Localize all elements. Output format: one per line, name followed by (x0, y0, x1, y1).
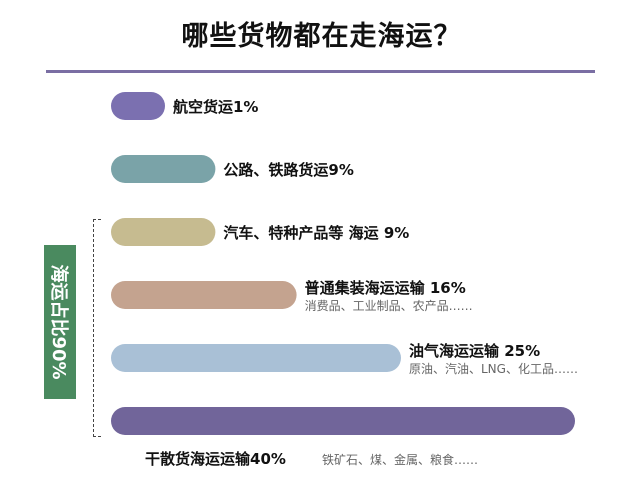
bar-label-3: 普通集装海运运输 16% (305, 279, 466, 297)
bar-label-1: 公路、铁路货运9% (223, 161, 353, 179)
bar-4 (111, 344, 401, 372)
bar-1 (111, 155, 216, 183)
bar-sublabel-5: 铁矿石、煤、金属、粮食…… (322, 452, 478, 467)
bar-label-5: 干散货海运运输40% (145, 450, 286, 468)
bar-sublabel-4: 原油、汽油、LNG、化工品…… (409, 361, 578, 376)
bar-label-4: 油气海运运输 25% (409, 342, 540, 360)
bar-sublabel-3: 消费品、工业制品、农产品…… (305, 299, 473, 313)
sea-freight-bracket (93, 219, 101, 437)
chart-title: 哪些货物都在走海运？ (181, 21, 462, 52)
bar-2 (111, 218, 216, 246)
bar-label-2: 汽车、特种产品等 海运 9% (223, 224, 409, 242)
bar-0 (111, 92, 165, 120)
bar-5 (111, 407, 575, 435)
sea-freight-share-badge: 海运占比90% (44, 245, 76, 399)
bar-label-0: 航空货运1% (173, 98, 258, 116)
title-divider (46, 70, 595, 73)
bar-3 (111, 281, 297, 309)
